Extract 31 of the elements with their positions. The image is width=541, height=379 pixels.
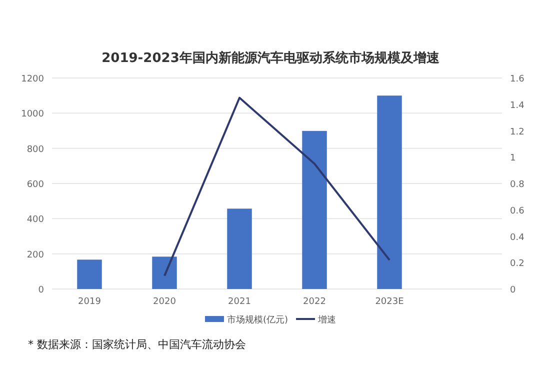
y2-tick-label: 0 [510, 286, 516, 296]
y-tick-label: 800 [26, 144, 44, 155]
y2-tick-label: 0.8 [510, 180, 525, 190]
y2-tick-label: 1 [510, 154, 516, 164]
y2-tick-label: 0.2 [510, 259, 524, 270]
y-tick-label: 600 [26, 180, 44, 190]
bar [152, 256, 177, 289]
text: * 数据来源：国家统计局、中国汽车流动协会 [28, 338, 246, 351]
x-tick-label: 2021 [228, 297, 251, 307]
bar [227, 208, 252, 289]
y2-tick-label: 1.6 [510, 74, 525, 84]
x-tick-label: 2020 [153, 297, 176, 307]
bar [377, 96, 402, 289]
bar [302, 130, 327, 289]
legend-label: 市场规模(亿元) [226, 314, 288, 326]
x-tick-label: 2019 [78, 297, 102, 307]
y2-tick-label: 0.6 [510, 206, 525, 216]
y-tick-label: 1200 [21, 74, 44, 84]
y-tick-label: 400 [26, 215, 44, 226]
bar [77, 260, 102, 289]
y-tick-label: 1000 [21, 110, 44, 120]
y2-tick-label: 1.2 [510, 127, 524, 138]
x-tick-label: 2022 [303, 297, 326, 307]
chart-title: 2019-2023年国内新能源汽车电驱动系统市场规模及增速 [102, 50, 440, 66]
legend-label: 增速 [317, 314, 336, 326]
x-tick-label: 2023E [375, 297, 404, 307]
y-tick-label: 0 [38, 286, 44, 296]
line-series [164, 96, 390, 277]
y-tick-label: 200 [26, 250, 44, 260]
y2-tick-label: 0.4 [510, 232, 525, 243]
y2-tick-label: 1.4 [510, 100, 525, 111]
